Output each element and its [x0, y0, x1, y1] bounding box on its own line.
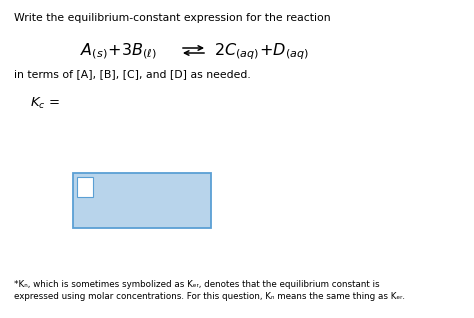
Text: $2\mathit{C}_{(aq)}\!+\!\mathit{D}_{(aq)}$: $2\mathit{C}_{(aq)}\!+\!\mathit{D}_{(aq)… [214, 41, 309, 62]
Text: expressed using molar concentrations. For this question, Kₙ means the same thing: expressed using molar concentrations. Fo… [14, 292, 405, 301]
Text: $\mathit{K}_{c}$ =: $\mathit{K}_{c}$ = [30, 96, 60, 111]
Text: in terms of [A], [B], [C], and [D] as needed.: in terms of [A], [B], [C], and [D] as ne… [14, 69, 251, 79]
Text: *Kₙ, which is sometimes symbolized as Kₑᵣ, denotes that the equilibrium constant: *Kₙ, which is sometimes symbolized as Kₑ… [14, 280, 380, 289]
Bar [73, 173, 211, 228]
Bar [77, 177, 93, 197]
Text: Write the equilibrium-constant expression for the reaction: Write the equilibrium-constant expressio… [14, 13, 331, 23]
Text: $\mathit{A}_{(s)}\!+\!3\mathit{B}_{(\ell)}$: $\mathit{A}_{(s)}\!+\!3\mathit{B}_{(\ell… [80, 41, 157, 61]
